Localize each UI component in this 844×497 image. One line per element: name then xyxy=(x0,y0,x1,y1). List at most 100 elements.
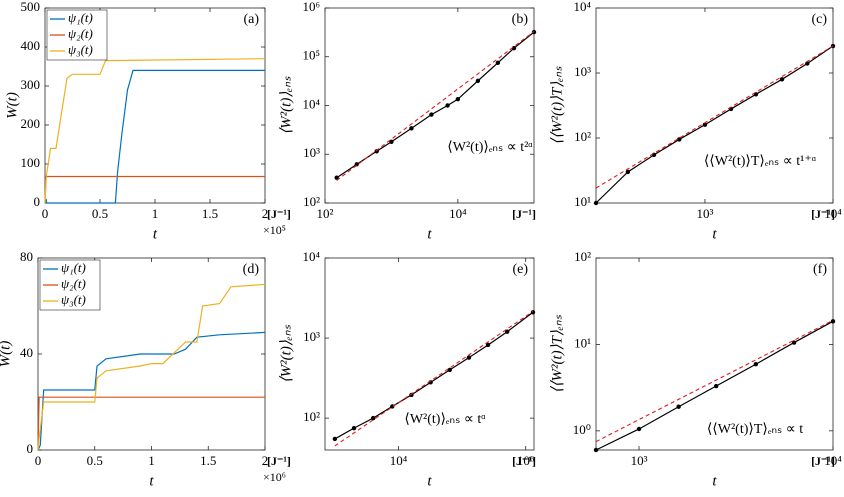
x-tick-label: 10⁴ xyxy=(824,206,842,221)
data-point xyxy=(389,139,394,145)
data-point xyxy=(676,404,681,409)
axes-frame xyxy=(324,257,535,451)
series-line xyxy=(37,331,266,451)
unit-label: [J⁻¹] xyxy=(811,454,835,468)
x-tick-label: 10² xyxy=(317,206,334,221)
y-axis-label: ⟨⟨W²(t)⟩T⟩ₑₙₛ xyxy=(549,314,565,393)
data-point xyxy=(466,355,472,360)
data-point xyxy=(593,200,599,206)
y-tick-label: 300 xyxy=(21,77,41,92)
y-tick-label: 10³ xyxy=(303,145,320,160)
x-tick-label: 10³ xyxy=(631,453,648,468)
y-tick-label: 10³ xyxy=(574,64,591,79)
series-line xyxy=(44,58,266,204)
y-tick-label: 10² xyxy=(303,194,320,209)
x-tick-label: 1 xyxy=(152,206,159,221)
data-point xyxy=(390,404,395,409)
x-axis-label: t xyxy=(427,226,432,242)
data-point xyxy=(455,96,461,102)
x-tick-label: 10⁴ xyxy=(449,206,467,221)
y-tick-label: 100 xyxy=(21,155,41,170)
x-tick-label: 1.5 xyxy=(202,206,218,221)
data-point xyxy=(495,60,501,66)
data-point xyxy=(409,126,414,131)
series-line xyxy=(37,396,265,451)
unit-label: [J⁻¹] xyxy=(512,454,536,468)
data-point xyxy=(714,383,719,389)
y-tick-label: 200 xyxy=(21,116,41,131)
y-axis-label: ⟨⟨W²(t)⟩T⟩ₑₙₛ xyxy=(549,66,565,145)
panel-label: (e) xyxy=(512,262,528,277)
y-tick-label: 10² xyxy=(303,409,320,424)
y-tick-label: 10³ xyxy=(303,329,320,344)
x-axis-label: t xyxy=(712,473,717,489)
x-tick-label: 0 xyxy=(42,206,49,221)
y-tick-label: 10⁴ xyxy=(302,249,320,264)
y-axis-label: W(t) xyxy=(0,341,13,368)
data-point xyxy=(429,112,434,117)
series-line xyxy=(336,31,535,181)
x-tick-label: 10⁴ xyxy=(390,453,408,468)
x-tick-label: 1 xyxy=(148,453,155,468)
x-tick-label: 2 xyxy=(262,453,269,468)
data-point xyxy=(702,122,708,127)
data-point xyxy=(445,103,450,108)
y-tick-label: 10² xyxy=(574,249,591,264)
data-point xyxy=(447,367,452,373)
y-tick-label: 10⁵ xyxy=(302,48,320,63)
unit-label: [J⁻¹] xyxy=(811,207,835,221)
x-axis-label: t xyxy=(427,473,432,489)
legend-label: ψ₃(t) xyxy=(68,42,93,57)
y-axis-label: ⟨W²(t)⟩ₑₙₛ xyxy=(278,324,294,383)
x-multiplier: ×10⁶ xyxy=(263,470,286,484)
y-tick-label: 10⁴ xyxy=(573,0,591,14)
data-point xyxy=(351,425,357,431)
axes-frame xyxy=(324,7,535,204)
annotation: ⟨W²(t)⟩ₑₙₛ ∝ t²ᵅ xyxy=(447,140,533,155)
data-point xyxy=(354,162,359,167)
data-point xyxy=(625,169,631,175)
data-point xyxy=(830,319,836,324)
data-point xyxy=(475,78,481,84)
legend-label: ψ₁(t) xyxy=(68,10,93,25)
x-tick-label: 2 xyxy=(262,206,269,221)
series-line xyxy=(37,283,266,451)
y-tick-label: 10¹ xyxy=(574,194,591,209)
data-point xyxy=(485,342,491,348)
data-point xyxy=(334,175,339,180)
y-tick-label: 10⁶ xyxy=(302,0,320,14)
panel-label: (d) xyxy=(243,262,260,277)
y-axis-label: W(t) xyxy=(4,92,20,119)
legend-label: ψ₂(t) xyxy=(61,276,86,291)
legend-label: ψ₂(t) xyxy=(68,26,93,41)
data-point xyxy=(530,310,536,315)
annotation: ⟨W²(t)⟩ₑₙₛ ∝ tᵅ xyxy=(404,412,486,427)
data-point xyxy=(370,415,376,421)
x-axis-label: t xyxy=(712,226,717,242)
x-axis-label: t xyxy=(149,473,154,489)
panel-label: (f) xyxy=(813,262,827,277)
y-tick-label: 10⁴ xyxy=(302,96,320,111)
x-tick-label: 0.5 xyxy=(92,206,108,221)
axes-frame xyxy=(595,7,834,204)
series-line xyxy=(336,31,535,179)
data-point xyxy=(677,137,682,142)
data-point xyxy=(374,149,379,154)
axes-frame xyxy=(595,257,834,451)
y-tick-label: 500 xyxy=(21,0,41,14)
x-tick-label: 10⁴ xyxy=(824,453,842,468)
x-tick-label: 10³ xyxy=(696,206,713,221)
y-axis-label: ⟨W²(t)⟩ₑₙₛ xyxy=(278,76,294,135)
x-tick-label: 1.5 xyxy=(200,453,216,468)
data-point xyxy=(593,447,599,453)
data-point xyxy=(636,426,642,432)
legend-label: ψ₃(t) xyxy=(61,292,86,307)
x-tick-label: 0 xyxy=(35,453,42,468)
y-tick-label: 80 xyxy=(20,249,33,264)
data-point xyxy=(651,152,657,158)
x-tick-label: 0.5 xyxy=(87,453,103,468)
y-tick-label: 10² xyxy=(574,129,591,144)
panel-label: (b) xyxy=(512,12,529,27)
panel-label: (a) xyxy=(243,12,259,27)
series-line xyxy=(334,310,534,447)
